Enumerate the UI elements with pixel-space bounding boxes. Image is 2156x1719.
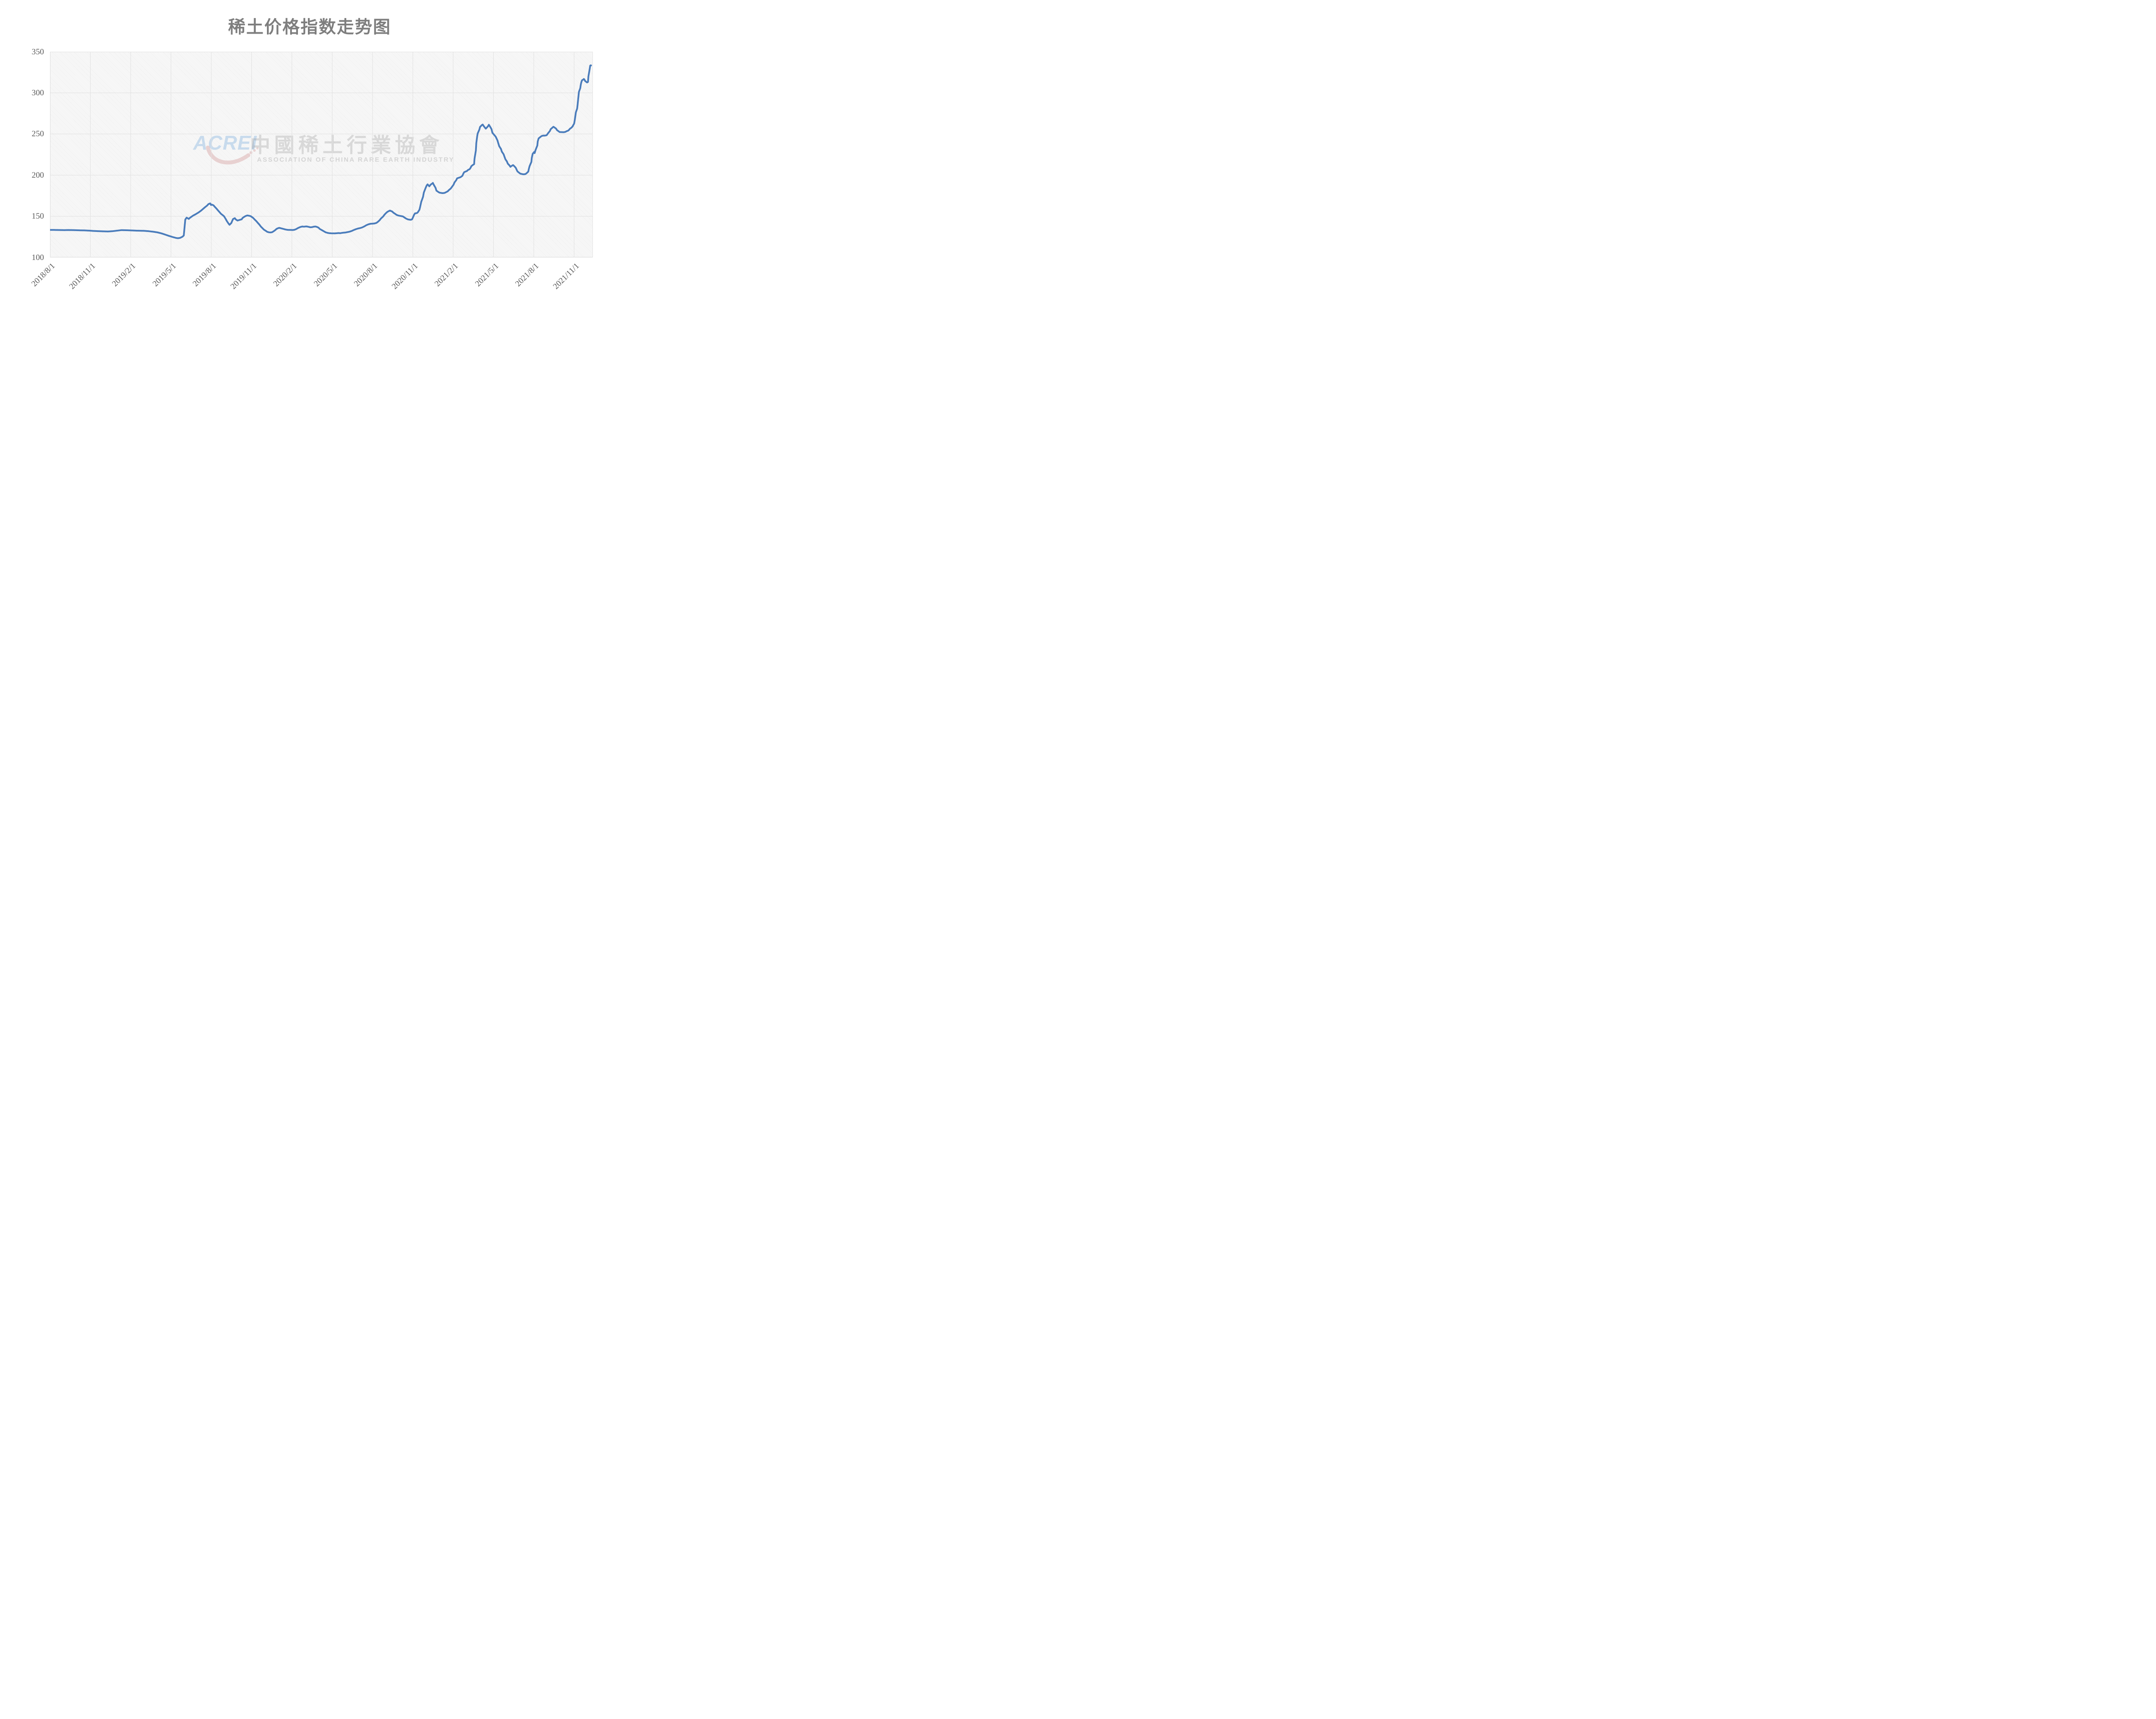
y-axis-label: 200 [31,170,44,180]
x-axis-label: 2018/11/1 [67,261,97,291]
x-axis-label: 2019/5/1 [151,261,178,288]
y-axis-label: 250 [31,129,44,139]
page-title: 稀土价格指数走势图 [228,17,391,37]
y-axis-label: 150 [31,212,44,221]
y-axis-label: 350 [31,47,44,56]
x-axis-label: 2019/11/1 [229,261,259,291]
x-axis-label: 2020/2/1 [272,261,299,288]
y-axis-label: 100 [31,253,44,262]
x-axis-label: 2019/2/1 [110,261,138,288]
x-axis-label: 2018/8/1 [30,261,57,288]
x-axis-label: 2021/11/1 [551,261,581,291]
rare-earth-index-chart-page: { "title": "稀土价格指数走势图", "watermark": { "… [0,0,619,344]
x-axis-label: 2019/8/1 [191,261,219,288]
plot-area [50,52,593,257]
price-index-line [50,64,592,239]
y-axis-label: 300 [31,88,44,97]
line-chart-canvas [50,52,593,257]
x-axis-label: 2020/5/1 [312,261,339,288]
x-axis-label: 2020/11/1 [390,261,420,291]
x-axis-label: 2020/8/1 [352,261,380,288]
x-axis-label: 2021/5/1 [473,261,501,288]
x-axis-label: 2021/8/1 [514,261,541,288]
x-axis-label: 2021/2/1 [433,261,461,288]
